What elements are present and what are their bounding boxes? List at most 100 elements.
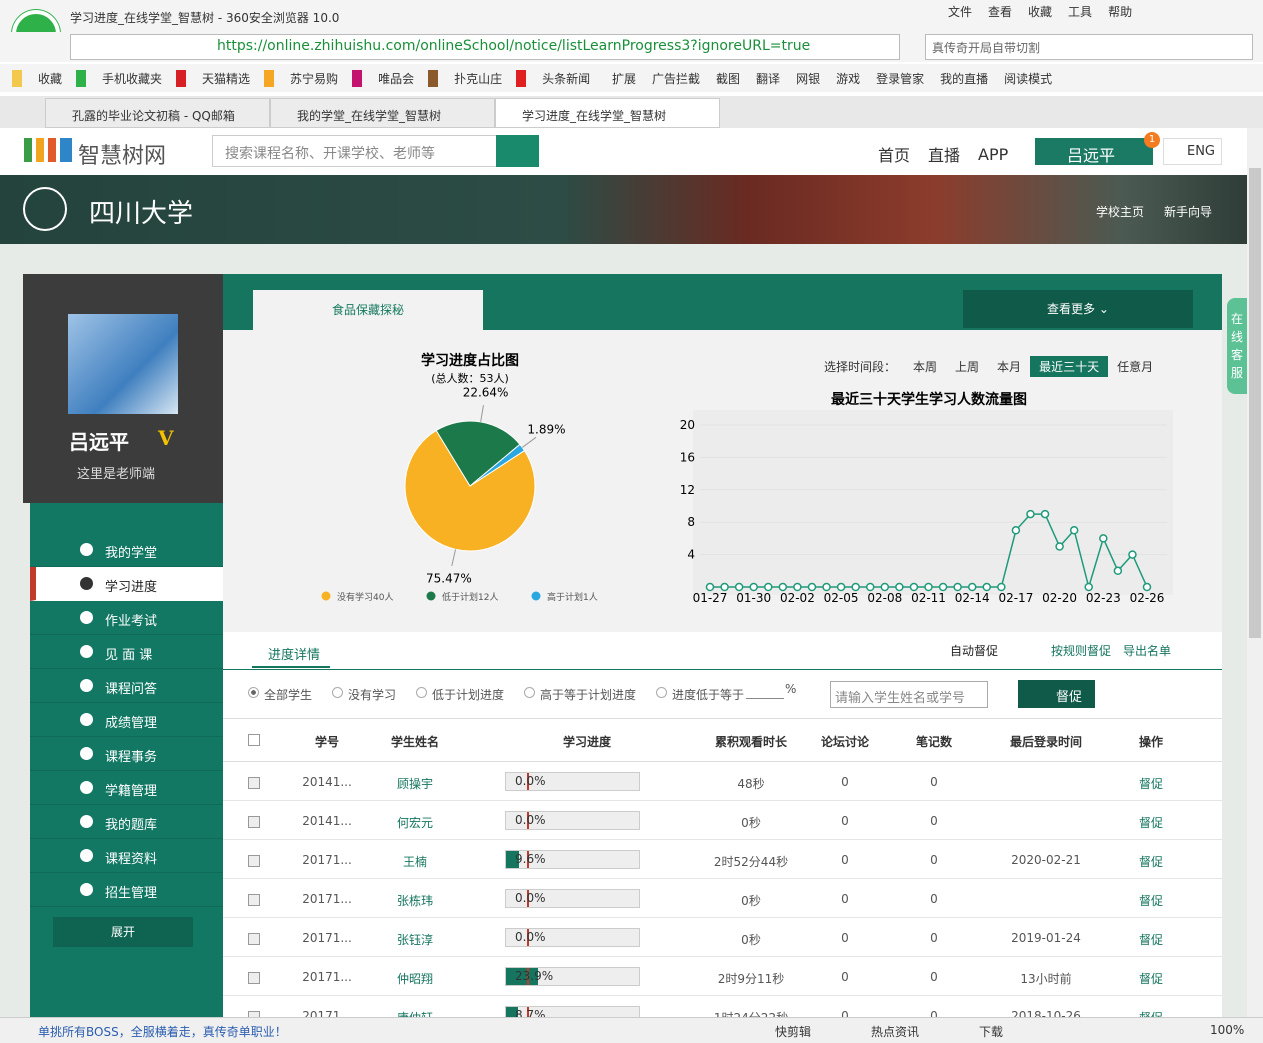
period-option[interactable]: 上周 <box>955 360 980 374</box>
student-search[interactable]: 请输入学生姓名或学号 <box>830 681 988 708</box>
bookmark[interactable]: 收藏 <box>12 69 62 87</box>
progress-bar <box>506 851 519 868</box>
urge-link[interactable]: 督促 <box>1138 855 1164 869</box>
checkbox[interactable] <box>248 1011 260 1017</box>
side-menu-item[interactable]: 课程资料 <box>30 839 223 873</box>
checkbox[interactable] <box>248 855 260 867</box>
checkbox[interactable] <box>248 933 260 945</box>
action[interactable]: 导出名单 <box>1123 644 1172 658</box>
percent-input[interactable] <box>746 698 784 699</box>
urge-link[interactable]: 督促 <box>1139 1009 1163 1017</box>
urge-link[interactable]: 督促 <box>1138 894 1164 908</box>
urge-link[interactable]: 督促 <box>1138 777 1164 791</box>
menu-item[interactable]: 工具 <box>1068 5 1093 19</box>
checkbox[interactable] <box>248 894 260 906</box>
action[interactable]: 按规则督促 <box>1051 644 1112 658</box>
side-menu-item[interactable]: 见 面 课 <box>30 635 223 669</box>
course-tab[interactable]: 食品保藏探秘 <box>253 290 483 330</box>
urge-link[interactable]: 督促 <box>1138 816 1164 830</box>
progress-track: 0.0% <box>505 772 640 791</box>
service-tab[interactable]: 在线客服 <box>1227 298 1247 394</box>
student-name[interactable]: 王楠 <box>402 855 428 869</box>
menu-icon <box>80 781 93 794</box>
student-id: 20171... <box>302 892 352 906</box>
side-menu-item[interactable]: 作业考试 <box>30 601 223 635</box>
student-name[interactable]: 张栋玮 <box>396 894 434 908</box>
tool[interactable]: 翻译 <box>756 72 781 86</box>
radio[interactable] <box>416 687 427 698</box>
nav-link[interactable]: 首页 <box>878 146 911 165</box>
bookmark[interactable]: 唯品会 <box>352 69 414 87</box>
checkbox[interactable] <box>248 972 260 984</box>
more[interactable]: 查看更多 ⌄ <box>963 290 1193 328</box>
radio[interactable] <box>524 687 535 698</box>
period-option[interactable]: 本月 <box>997 360 1022 374</box>
status-item[interactable]: 热点资讯 <box>871 1025 920 1039</box>
tool[interactable]: 阅读模式 <box>1004 72 1053 86</box>
tool[interactable]: 游戏 <box>836 72 861 86</box>
menu-item[interactable]: 文件 <box>948 5 973 19</box>
period-option[interactable]: 本周 <box>913 360 938 374</box>
forum: 0 <box>841 775 849 789</box>
action[interactable]: 自动督促 <box>950 644 999 658</box>
search-button[interactable] <box>496 135 539 167</box>
side-menu-item[interactable]: 学籍管理 <box>30 771 223 805</box>
period-option[interactable]: 任意月 <box>1117 360 1154 374</box>
search-box[interactable] <box>925 34 1253 60</box>
nav-link[interactable]: APP <box>978 144 1009 164</box>
side-menu-item[interactable]: 我的题库 <box>30 805 223 839</box>
side-menu-item[interactable]: 课程事务 <box>30 737 223 771</box>
status-item[interactable]: 快剪辑 <box>775 1025 812 1039</box>
student-name[interactable]: 唐仲轩 <box>397 1009 433 1017</box>
student-name[interactable]: 顾操宇 <box>396 777 434 791</box>
checkbox[interactable] <box>248 777 260 789</box>
tool[interactable]: 登录管家 <box>876 72 925 86</box>
bookmark[interactable]: 手机收藏夹 <box>76 69 162 87</box>
tool[interactable]: 扩展 <box>612 72 637 86</box>
period-option[interactable]: 最近三十天 <box>1030 356 1109 377</box>
urge-link[interactable]: 督促 <box>1138 933 1164 947</box>
tab[interactable]: 学习进度_在线学堂_智慧树 <box>495 98 720 128</box>
radio[interactable] <box>248 687 259 698</box>
side-menu-item[interactable]: 课程问答 <box>30 669 223 703</box>
banner-link[interactable]: 学校主页 <box>1096 205 1145 219</box>
menu-item[interactable]: 帮助 <box>1108 5 1133 19</box>
side-menu-item[interactable]: 招生管理 <box>30 873 223 907</box>
bookmark[interactable]: 苏宁易购 <box>264 69 338 87</box>
student-name[interactable]: 张钰淳 <box>396 933 434 947</box>
tab[interactable]: 孔露的毕业论文初稿 - QQ邮箱 <box>45 98 270 128</box>
side-menu-item[interactable]: 学习进度 <box>30 567 223 601</box>
tool[interactable]: 网银 <box>796 72 821 86</box>
bookmark[interactable]: 扑克山庄 <box>428 69 502 87</box>
nav-link[interactable]: 直播 <box>928 146 961 165</box>
menu-item[interactable]: 查看 <box>988 5 1013 19</box>
details: 进度详情 自动督促 按规则督促 导出名单 全部学生 没有学习 低于计划进度 高于等于计划进度 进… <box>223 632 1222 1017</box>
side-menu-item[interactable]: 我的学堂 <box>30 533 223 567</box>
banner-link[interactable]: 新手向导 <box>1164 205 1213 219</box>
tool[interactable]: 我的直播 <box>940 72 989 86</box>
radio[interactable] <box>656 687 667 698</box>
urge-button[interactable]: 督促 <box>1018 680 1095 708</box>
status-ad[interactable]: 单挑所有BOSS，全服横着走，真传奇单职业！ <box>38 1025 287 1039</box>
checkbox[interactable] <box>248 734 260 746</box>
address-box[interactable] <box>70 34 900 60</box>
menu-item[interactable]: 收藏 <box>1028 5 1053 19</box>
details-tab[interactable]: 进度详情 <box>268 648 321 663</box>
checkbox[interactable] <box>248 816 260 828</box>
scroll-thumb[interactable] <box>1249 168 1261 638</box>
side-menu-item[interactable]: 成绩管理 <box>30 703 223 737</box>
status-item[interactable]: 下载 <box>979 1025 1004 1039</box>
bookmark[interactable]: 天猫精选 <box>176 69 250 87</box>
radio[interactable] <box>332 687 343 698</box>
student-name[interactable]: 何宏元 <box>396 816 434 830</box>
bookmark[interactable]: 头条新闻 <box>516 69 590 87</box>
url[interactable]: https://online.zhihuishu.com/onlineSchoo… <box>217 38 811 54</box>
tool[interactable]: 截图 <box>716 72 741 86</box>
expand-button[interactable]: 展开 <box>53 917 193 947</box>
lang[interactable]: ENG <box>1163 138 1222 165</box>
user-button[interactable] <box>1035 138 1153 165</box>
tab[interactable]: 我的学堂_在线学堂_智慧树 <box>270 98 495 128</box>
student-name[interactable]: 仲昭翔 <box>396 972 434 986</box>
urge-link[interactable]: 督促 <box>1138 972 1164 986</box>
tool[interactable]: 广告拦截 <box>652 72 701 86</box>
